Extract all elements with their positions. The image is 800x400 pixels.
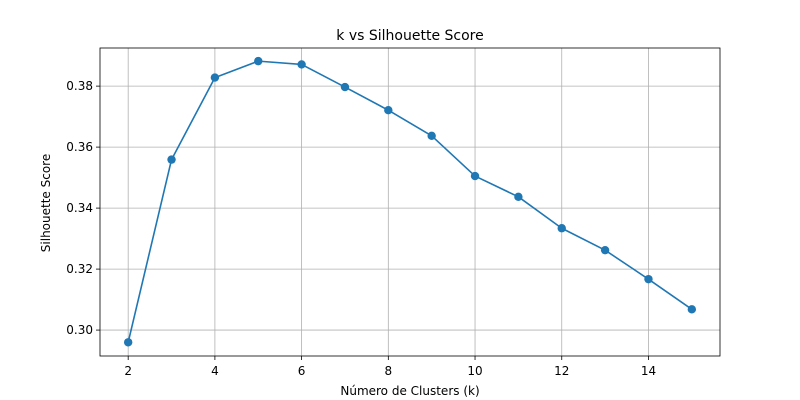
x-axis-label: Número de Clusters (k) bbox=[340, 384, 479, 398]
data-point bbox=[514, 192, 523, 202]
data-point bbox=[167, 155, 176, 164]
chart-title: k vs Silhouette Score bbox=[336, 28, 483, 44]
x-tick-label: 2 bbox=[124, 364, 132, 378]
series-line-layer bbox=[127, 60, 693, 343]
data-point bbox=[123, 338, 133, 347]
data-point bbox=[210, 73, 220, 82]
x-tick-label: 8 bbox=[385, 364, 393, 378]
data-point bbox=[600, 245, 610, 255]
x-axis-ticks: 2 4 6 8 10 12 14 bbox=[124, 356, 656, 378]
x-tick-label: 14 bbox=[641, 364, 656, 378]
x-tick-label: 4 bbox=[211, 364, 219, 378]
y-axis-label: Silhouette Score bbox=[39, 154, 53, 252]
y-tick-label: 0.32 bbox=[66, 262, 93, 276]
plot-area-frame bbox=[99, 47, 721, 357]
data-point bbox=[557, 224, 566, 233]
data-point bbox=[297, 60, 306, 69]
data-point bbox=[470, 171, 480, 181]
y-tick-label: 0.36 bbox=[66, 140, 93, 154]
x-tick-label: 10 bbox=[467, 364, 482, 378]
data-point bbox=[644, 274, 653, 284]
y-tick-label: 0.38 bbox=[66, 79, 93, 93]
series-markers bbox=[123, 56, 697, 347]
data-point bbox=[687, 305, 697, 314]
y-axis-ticks: 0.30 0.32 0.34 0.36 0.38 bbox=[66, 79, 100, 337]
data-point bbox=[427, 131, 436, 141]
data-point bbox=[254, 56, 263, 66]
grid-lines bbox=[100, 48, 720, 356]
x-tick-label: 12 bbox=[554, 364, 569, 378]
y-tick-label: 0.34 bbox=[66, 201, 93, 215]
x-tick-label: 6 bbox=[298, 364, 306, 378]
series-line bbox=[127, 60, 693, 343]
y-tick-label: 0.30 bbox=[66, 323, 93, 337]
data-point bbox=[340, 82, 350, 92]
data-point bbox=[384, 106, 393, 115]
